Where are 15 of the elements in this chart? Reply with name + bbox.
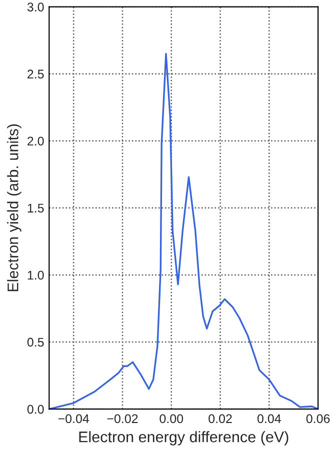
x-tick-label: −0.04 [58,414,90,424]
x-tick-label: 0.02 [208,414,232,424]
x-tick-label: 0.00 [160,414,184,424]
y-tick-label: 3.0 [27,2,44,12]
y-tick-label: 1.0 [28,270,44,280]
y-tick-label: 0.5 [27,338,44,347]
y-tick-label: 2.5 [28,70,44,79]
y-tick-label: 1.5 [28,204,44,213]
x-tick-label: −0.02 [107,414,138,424]
x-tick-label: 0.06 [306,414,330,424]
y-axis-title: Electron yield (arb. units) [7,124,22,292]
x-axis-title: Electron energy difference (eV) [79,431,288,446]
y-tick-label: 0.0 [27,404,44,414]
y-tick-label: 2.0 [28,136,44,146]
x-tick-label: 0.04 [257,414,281,424]
